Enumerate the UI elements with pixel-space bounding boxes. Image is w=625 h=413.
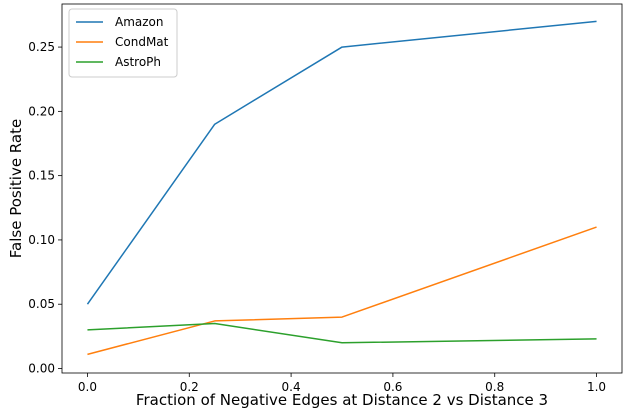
series-line-condmat	[87, 226, 597, 356]
x-tick-label: 1.0	[587, 380, 606, 394]
y-tick-label: 0.15	[28, 169, 55, 183]
legend-label-astroph: AstroPh	[115, 55, 161, 69]
plot-frame	[61, 3, 623, 374]
x-tick-label: 0.2	[180, 380, 199, 394]
x-tick-label: 0.8	[485, 380, 504, 394]
y-tick-label: 0.05	[28, 297, 55, 311]
series-line-astroph	[87, 322, 597, 344]
y-tick-label: 0.25	[28, 40, 55, 54]
x-tick-label: 0.4	[282, 380, 301, 394]
x-axis-label: Fraction of Negative Edges at Distance 2…	[136, 391, 548, 409]
plot-area: 0.0 0.2 0.4 0.6 0.8 1.0 0.00 0.05 0.10 0.15 0.20 0.…	[28, 3, 623, 394]
series-line-amazon	[86, 20, 597, 305]
legend-label-amazon: Amazon	[115, 15, 164, 29]
y-axis-label: False Positive Rate	[7, 119, 25, 258]
y-tick-label: 0.00	[28, 362, 55, 376]
legend-label-condmat: CondMat	[115, 35, 169, 49]
legend-box	[68, 8, 178, 78]
y-tick-label: 0.10	[28, 233, 55, 247]
x-tick-label: 0.0	[78, 380, 97, 394]
legend: Amazon CondMat AstroPh	[68, 8, 178, 78]
x-tick-label: 0.6	[383, 380, 402, 394]
y-tick-label: 0.20	[28, 104, 55, 118]
